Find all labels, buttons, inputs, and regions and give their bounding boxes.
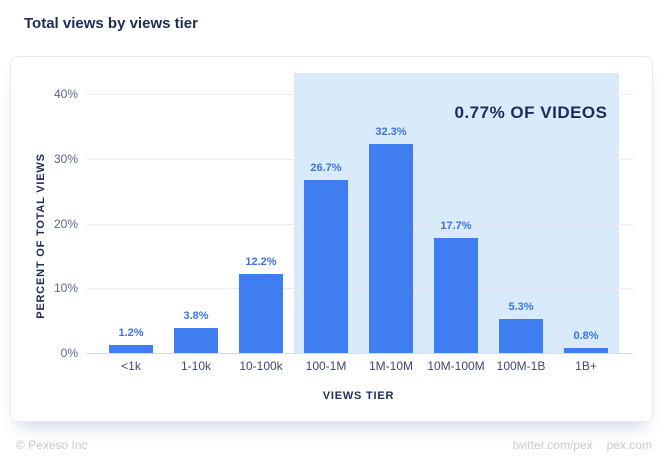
x-axis-title: VIEWS TIER	[322, 390, 395, 402]
category-label: <1k	[121, 359, 141, 373]
bar-slot: 1.2%	[99, 73, 164, 353]
bar-value-label: 0.8%	[573, 329, 599, 342]
bar-value-label: 3.8%	[183, 310, 209, 323]
bar-100M-1B	[499, 318, 543, 353]
category-label: 1B+	[575, 359, 597, 373]
bar-10-100k	[239, 274, 283, 353]
gridline	[86, 223, 633, 225]
bar-slot: 3.8%	[164, 73, 229, 353]
footer-link-twitter: twitter.com/pex	[512, 438, 593, 452]
bar-slot: 32.3%	[359, 73, 424, 353]
y-tick-label: 10%	[53, 281, 78, 296]
x-axis-category-row: <1k 1-10k 10-100k 100-1M 1M-10M 10M-100M 100M-…	[99, 359, 619, 375]
copyright-text: © Pexeso Inc	[16, 438, 88, 452]
category-label: 1-10k	[180, 359, 212, 373]
bar-<1k	[109, 345, 153, 353]
bar-1-10k	[174, 328, 218, 353]
bar-slot: 0.8%	[554, 73, 619, 353]
bar-slot: 26.7%	[294, 73, 359, 353]
footer-link-pex: pex.com	[606, 438, 652, 452]
bar-1B+	[564, 347, 608, 353]
bar-value-label: 32.3%	[375, 125, 407, 138]
footer-links: twitter.com/pex pex.com	[513, 438, 652, 452]
category-label: 10M-100M	[427, 359, 485, 373]
page-title: Total views by views tier	[24, 15, 198, 32]
category-label: 100M-1B	[496, 359, 546, 373]
bar-slot: 5.3%	[489, 73, 554, 353]
y-tick-label: 0%	[60, 346, 78, 360]
gridline	[86, 158, 633, 160]
bar-value-label: 1.2%	[118, 327, 144, 340]
chart-card: PERCENT OF TOTAL VIEWS 0.77% OF VIDEOS 0…	[10, 56, 653, 422]
bar-slot: 12.2%	[229, 73, 294, 353]
bar-value-label: 5.3%	[508, 300, 534, 313]
bar-1M-10M	[369, 143, 413, 353]
bar-slot: 17.7%	[424, 73, 489, 353]
footer: © Pexeso Inc twitter.com/pex pex.com	[16, 437, 652, 453]
x-axis-line	[86, 353, 633, 354]
gridline	[86, 94, 633, 95]
category-label: 10-100k	[239, 359, 283, 373]
y-tick-label: 20%	[53, 216, 78, 231]
bar-value-label: 17.7%	[440, 220, 472, 233]
y-tick-label: 30%	[53, 151, 78, 166]
category-label: 1M-10M	[368, 359, 413, 373]
bar-value-label: 26.7%	[310, 162, 342, 175]
y-tick-label: 40%	[53, 87, 78, 101]
highlight-annotation: 0.77% OF VIDEOS	[454, 103, 608, 122]
bar-10M-100M	[434, 238, 478, 353]
gridline	[86, 288, 633, 290]
bar-chart-plot: 0.77% OF VIDEOS 0% 10% 20% 30% 40% 1.2% 3.8% 12…	[54, 73, 633, 360]
bar-100-1M	[304, 180, 348, 353]
bar-value-label: 12.2%	[245, 256, 277, 269]
category-label: 100-1M	[305, 359, 347, 373]
